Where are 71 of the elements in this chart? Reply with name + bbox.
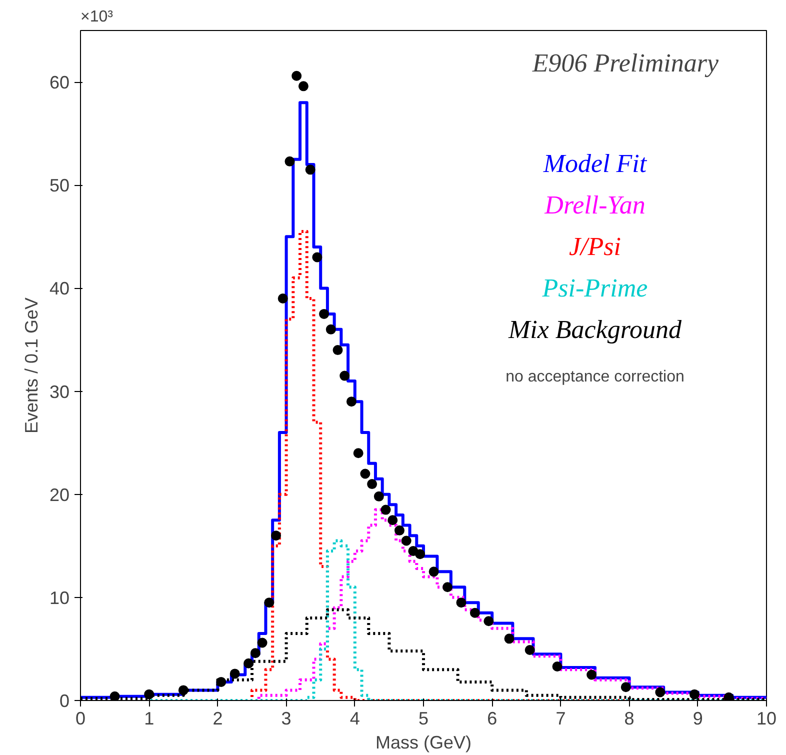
point [380,504,391,515]
point [326,324,336,334]
point [271,530,282,541]
point [724,692,734,700]
point [178,685,188,696]
text: Drell-Yan [544,190,646,220]
point [250,648,260,658]
y-axis-title: Events / 0.1 GeV [21,297,42,434]
point [620,682,631,692]
point [278,294,288,304]
point [428,566,439,577]
point [524,645,535,655]
point [456,598,466,608]
point [332,345,343,356]
point [360,468,370,479]
x-tick-label: 0 [75,708,86,728]
point [230,668,240,679]
point [394,525,404,536]
x-tick-label: 4 [350,708,360,728]
point [257,638,268,648]
point [470,608,480,618]
x-tick-label: 8 [624,708,634,728]
text: J/Psi [569,232,622,261]
point [264,598,274,608]
point [586,670,597,680]
point [292,70,302,81]
point [442,582,453,592]
x-tick-label: 1 [144,708,154,728]
y-tick-label: 50 [49,176,70,196]
x-tick-label: 7 [556,708,566,728]
point [504,634,514,644]
point [340,370,350,381]
point [216,676,226,687]
annotation: no acceptance correction [506,368,684,386]
point [284,156,295,166]
point [401,536,412,546]
point [353,448,364,458]
point [552,661,562,672]
x-tick-label: 2 [212,708,223,728]
point [689,689,700,700]
text: Model Fit [542,148,648,178]
point [319,308,330,319]
point [144,689,154,700]
text: Psi-Prime [541,274,648,303]
point [298,81,308,92]
point [346,396,356,407]
y-tick-label: 60 [49,72,70,93]
y-tick-label: 30 [49,382,70,402]
point [374,491,384,502]
point [312,252,322,262]
y-tick-label: 10 [49,588,70,608]
point [388,515,398,526]
y-tick-label: 20 [49,484,70,505]
point [415,549,426,560]
x-tick-label: 3 [281,708,292,728]
text: E906 Preliminary [531,48,719,78]
y-tick-label: 0 [59,691,70,711]
point [244,658,254,668]
point [305,164,316,175]
x-axis-title: Mass (GeV) [375,732,472,752]
y-tick-label: 40 [49,278,70,299]
x-tick-label: 9 [692,708,703,728]
point [367,479,378,490]
text: Mix Background [507,315,683,344]
point [655,687,666,698]
point [484,616,494,626]
x-tick-label: 6 [487,708,498,728]
point [110,691,120,700]
x-tick-label: 5 [418,708,429,728]
text: ×10³ [80,8,114,26]
x-tick-label: 10 [756,708,777,728]
